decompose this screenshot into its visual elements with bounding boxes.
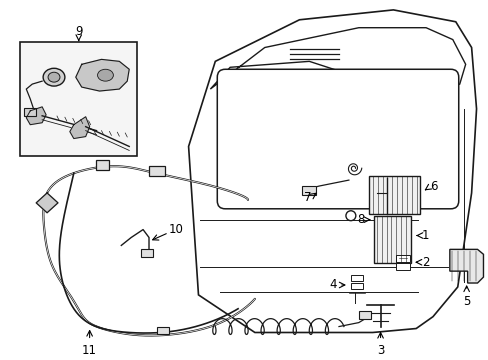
Bar bbox=[24, 108, 36, 116]
Text: 8: 8 bbox=[357, 213, 364, 226]
Bar bbox=[358, 311, 370, 319]
Polygon shape bbox=[76, 59, 129, 91]
Text: 11: 11 bbox=[82, 345, 97, 357]
Text: 6: 6 bbox=[429, 180, 437, 193]
Bar bbox=[157, 327, 168, 334]
Bar bbox=[350, 283, 362, 289]
Bar bbox=[373, 216, 410, 263]
Text: 4: 4 bbox=[329, 279, 336, 292]
Polygon shape bbox=[188, 10, 476, 333]
Bar bbox=[20, 41, 137, 156]
Bar bbox=[149, 166, 164, 176]
Ellipse shape bbox=[43, 68, 65, 86]
Bar bbox=[396, 255, 409, 262]
Text: 9: 9 bbox=[75, 25, 82, 38]
Text: 2: 2 bbox=[421, 256, 429, 269]
FancyBboxPatch shape bbox=[217, 69, 458, 209]
Text: 3: 3 bbox=[376, 345, 384, 357]
Polygon shape bbox=[70, 117, 89, 139]
Polygon shape bbox=[36, 193, 58, 213]
Bar bbox=[302, 186, 316, 195]
Bar bbox=[141, 249, 153, 257]
Text: 10: 10 bbox=[168, 223, 183, 236]
Text: 7: 7 bbox=[303, 192, 311, 204]
Ellipse shape bbox=[97, 69, 113, 81]
Polygon shape bbox=[210, 28, 465, 91]
Bar bbox=[95, 160, 109, 170]
Bar bbox=[396, 263, 409, 270]
Ellipse shape bbox=[48, 72, 60, 82]
Text: 5: 5 bbox=[462, 295, 469, 308]
Bar bbox=[368, 176, 419, 214]
Text: 1: 1 bbox=[421, 229, 429, 242]
Polygon shape bbox=[449, 249, 483, 283]
Polygon shape bbox=[26, 107, 46, 125]
Bar bbox=[350, 275, 362, 281]
